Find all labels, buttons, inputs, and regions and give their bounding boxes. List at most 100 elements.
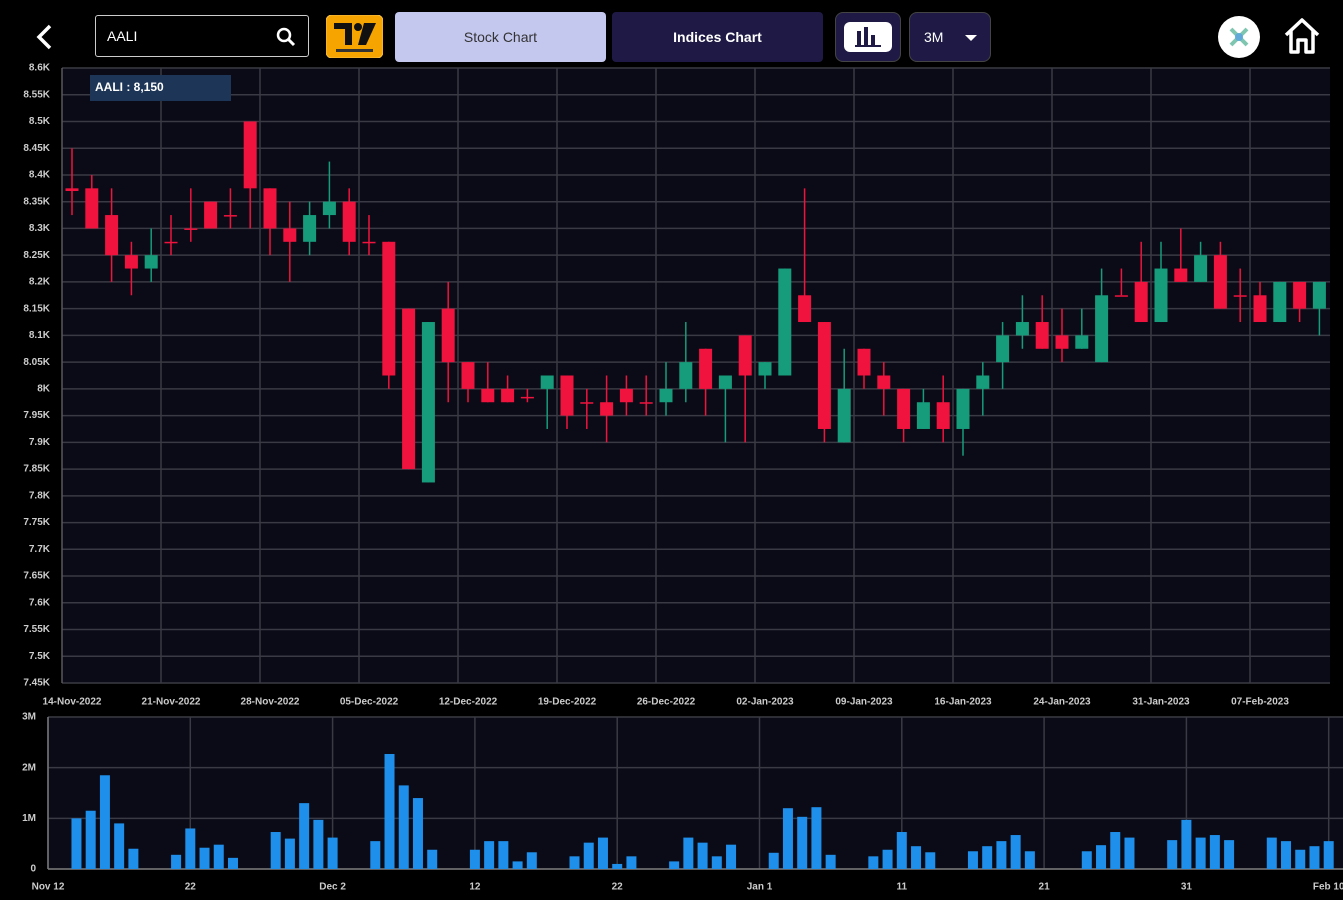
y-tick-label: 8.35K xyxy=(23,196,50,207)
x-tick-label: 07-Feb-2023 xyxy=(1231,697,1289,708)
x-tick-label: 14-Nov-2022 xyxy=(43,697,102,708)
candle-body xyxy=(956,388,970,429)
y-tick-label: 3M xyxy=(22,712,36,723)
search-box[interactable]: AALI xyxy=(95,15,309,57)
candle-body xyxy=(996,335,1010,363)
volume-bar xyxy=(797,816,808,869)
volume-bar xyxy=(398,785,409,869)
candle-body xyxy=(877,375,891,389)
volume-bar xyxy=(484,841,495,869)
x-tick-label: 22 xyxy=(185,882,197,893)
volume-bar xyxy=(327,837,338,869)
candle-body xyxy=(501,388,515,403)
volume-bar xyxy=(697,842,708,869)
x-tick-label: Feb 10 xyxy=(1313,882,1343,893)
volume-bar xyxy=(1281,841,1292,869)
search-text: AALI xyxy=(107,28,138,44)
candle-body xyxy=(699,348,713,389)
tradingview-logo[interactable] xyxy=(326,15,383,58)
candle-body xyxy=(540,375,554,389)
candle-body xyxy=(461,362,475,389)
candle-body xyxy=(1233,295,1247,297)
annotation: AALI : 8,150 xyxy=(95,80,164,94)
period-dropdown[interactable]: 3M xyxy=(909,12,991,62)
candle-body xyxy=(798,295,812,323)
volume-plot-area xyxy=(48,717,1343,869)
y-tick-label: 8.45K xyxy=(23,143,50,154)
candle-body xyxy=(1293,281,1307,309)
candle-body xyxy=(243,121,257,189)
volume-bar xyxy=(299,803,310,869)
volume-bar xyxy=(412,798,423,869)
candle-body xyxy=(916,402,930,429)
volume-bar xyxy=(583,842,594,869)
candle-body xyxy=(421,322,435,483)
y-tick-label: 8.4K xyxy=(29,170,51,181)
candle-body xyxy=(1312,281,1326,309)
stock-chart-tab[interactable]: Stock Chart xyxy=(395,12,606,62)
y-tick-label: 7.6K xyxy=(29,597,51,608)
candle-body xyxy=(85,188,99,229)
y-tick-label: 8.1K xyxy=(29,330,51,341)
candle-body xyxy=(679,362,693,389)
back-button[interactable] xyxy=(30,22,60,52)
candle-body xyxy=(184,228,198,230)
indices-chart-tab[interactable]: Indices Chart xyxy=(612,12,823,62)
volume-bar xyxy=(227,857,238,869)
chart-type-icon xyxy=(844,22,892,52)
chart-type-button[interactable] xyxy=(835,12,901,62)
y-tick-label: 7.8K xyxy=(29,490,51,501)
candle-body xyxy=(1154,268,1168,323)
candle-body xyxy=(1114,295,1128,297)
volume-bar xyxy=(896,832,907,869)
x-tick-label: Nov 12 xyxy=(32,882,65,893)
candle-body xyxy=(738,335,752,376)
volume-bar xyxy=(711,856,722,869)
candle-body xyxy=(1194,255,1208,282)
y-tick-label: 8.55K xyxy=(23,89,50,100)
search-icon[interactable] xyxy=(274,25,298,49)
x-tick-label: 09-Jan-2023 xyxy=(835,697,893,708)
volume-bar xyxy=(1181,819,1192,869)
candle-body xyxy=(778,268,792,376)
y-tick-label: 7.9K xyxy=(29,437,51,448)
volume-bar xyxy=(498,841,509,869)
candle-body xyxy=(817,322,831,429)
x-tick-label: 05-Dec-2022 xyxy=(340,697,399,708)
candle-body xyxy=(976,375,990,389)
volume-bar xyxy=(526,852,537,869)
volume-bar xyxy=(1209,835,1220,869)
y-tick-label: 8.5K xyxy=(29,116,51,127)
volume-bar xyxy=(1081,851,1092,869)
x-tick-label: 22 xyxy=(612,882,624,893)
y-tick-label: 7.7K xyxy=(29,544,51,555)
volume-bar xyxy=(270,832,281,869)
candle-body xyxy=(1095,295,1109,363)
y-tick-label: 7.95K xyxy=(23,410,50,421)
y-tick-label: 7.5K xyxy=(29,651,51,662)
x-tick-label: 31-Jan-2023 xyxy=(1132,697,1190,708)
toolbar: AALI Stock Chart Indices Chart 3M xyxy=(0,0,1343,62)
x-tick-label: Jan 1 xyxy=(747,882,773,893)
candle-body xyxy=(481,388,495,403)
candle-body xyxy=(1213,255,1227,309)
x-tick-label: 12-Dec-2022 xyxy=(439,697,498,708)
candle-body xyxy=(619,388,633,403)
volume-bar xyxy=(1295,849,1306,869)
candle-body xyxy=(105,215,119,256)
volume-bar xyxy=(99,775,110,869)
volume-bar xyxy=(1010,835,1021,869)
volume-bar xyxy=(925,852,936,869)
candle-body xyxy=(441,308,455,363)
x-tick-label: 16-Jan-2023 xyxy=(934,697,992,708)
y-tick-label: 1M xyxy=(22,813,36,824)
period-text: 3M xyxy=(924,29,944,45)
volume-bar xyxy=(1323,841,1334,869)
broker-logo[interactable] xyxy=(1217,15,1261,59)
candle-body xyxy=(65,188,79,191)
candle-body xyxy=(223,215,237,217)
volume-bar xyxy=(427,849,438,869)
home-button[interactable] xyxy=(1282,16,1322,56)
volume-bar xyxy=(669,861,680,869)
candle-body xyxy=(718,375,732,389)
